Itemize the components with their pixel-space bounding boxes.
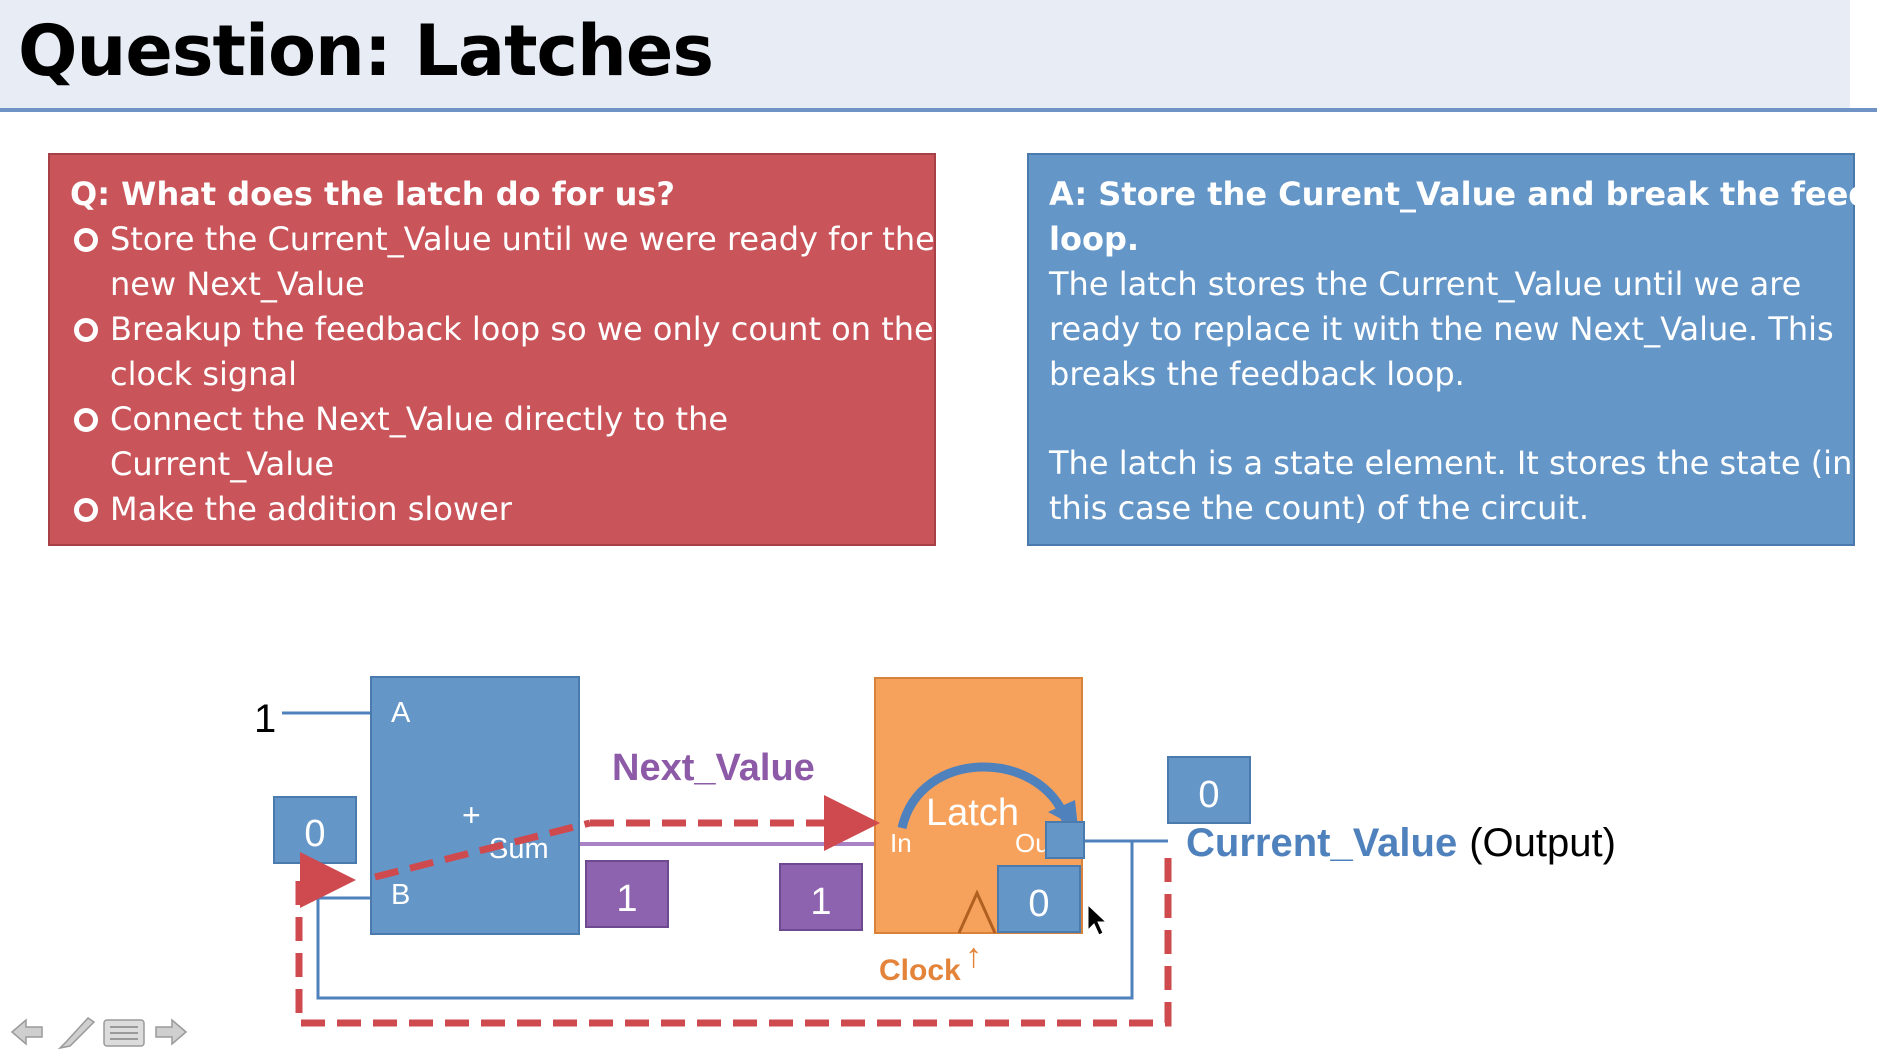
latch-out-port <box>1045 821 1085 859</box>
sum-value: 1 <box>616 878 637 920</box>
answer-option-3[interactable]: Connect the Next_Value directly to the C… <box>70 397 914 487</box>
latch-label: Latch <box>926 792 1019 834</box>
answer-heading: loop. <box>1049 220 1139 258</box>
radio-circle-icon[interactable] <box>74 408 98 432</box>
adder-block <box>370 676 580 935</box>
adder-plus-label: + <box>462 797 481 833</box>
mouse-cursor-icon <box>1087 903 1108 936</box>
option-line: Current_Value <box>110 445 335 483</box>
answer-option-1[interactable]: Store the Current_Value until we were re… <box>70 217 935 307</box>
output-value: 0 <box>1198 774 1219 816</box>
answer-text: The latch stores the Current_Value until… <box>1049 265 1802 303</box>
question-box: Q: What does the latch do for us? Store … <box>48 153 936 546</box>
slide-navigation <box>10 1017 188 1050</box>
register-b-value: 0 <box>304 813 325 855</box>
slide-title: Question: Latches <box>18 10 714 92</box>
answer-option-4[interactable]: Make the addition slower <box>70 487 914 532</box>
adder-a-label: A <box>391 697 411 729</box>
radio-circle-icon[interactable] <box>74 228 98 252</box>
latch-output-value-box <box>997 865 1081 933</box>
output-value-box <box>1167 756 1251 824</box>
latch-output-value: 0 <box>1028 883 1049 925</box>
answer-option-2[interactable]: Breakup the feedback loop so we only cou… <box>70 307 934 397</box>
next-value-box-value: 1 <box>810 881 831 923</box>
answer-text: ready to replace it with the new Next_Va… <box>1049 310 1834 348</box>
next-value-box <box>779 863 863 931</box>
answer-text: this case the count) of the circuit. <box>1049 489 1590 527</box>
clock-up-arrow-icon: ↑ <box>965 937 982 975</box>
option-line: Breakup the feedback loop so we only cou… <box>110 310 934 348</box>
sum-value-box <box>585 860 669 928</box>
answer-text: The latch is a state element. It stores … <box>1049 444 1853 482</box>
current-value-label: Current_Value <box>1186 821 1457 865</box>
title-divider <box>0 108 1877 112</box>
latch-in-label: In <box>890 828 912 858</box>
arrow-right-icon[interactable] <box>155 1018 188 1046</box>
input-a-value: 1 <box>254 697 276 741</box>
answer-text: breaks the feedback loop. <box>1049 355 1465 393</box>
option-line: clock signal <box>110 355 298 393</box>
option-line: Connect the Next_Value directly to the <box>110 400 729 438</box>
adder-b-label: B <box>391 879 410 911</box>
clock-label: Clock <box>879 954 961 987</box>
next-value-label: Next_Value <box>612 747 815 789</box>
title-bar <box>0 0 1850 108</box>
option-line: Make the addition slower <box>110 490 512 528</box>
latch-curved-arrow-icon <box>897 762 1071 830</box>
arrow-left-icon[interactable] <box>10 1018 43 1046</box>
pen-icon[interactable] <box>57 1017 96 1050</box>
radio-circle-icon[interactable] <box>74 318 98 342</box>
dashed-adder-path <box>374 819 591 881</box>
clock-edge-icon <box>957 889 997 934</box>
dashed-feedback-path <box>295 852 1172 1027</box>
option-line: new Next_Value <box>110 265 365 303</box>
current-value-caption: Current_Value (Output) <box>1186 821 1616 865</box>
question-heading: Q: What does the latch do for us? <box>70 175 675 213</box>
output-suffix-label: (Output) <box>1469 821 1616 865</box>
option-line: Store the Current_Value until we were re… <box>110 220 935 258</box>
radio-circle-icon[interactable] <box>74 498 98 522</box>
